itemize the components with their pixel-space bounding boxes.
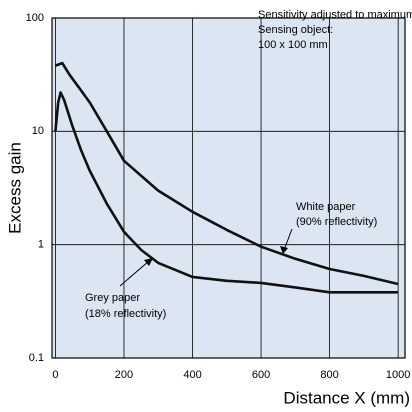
series-sublabel: (90% reflectivity) [296,216,377,228]
x-tick-label: 600 [252,369,270,381]
x-tick-label: 1000 [386,369,410,381]
series-label: Grey paper [85,292,140,304]
x-tick-label: 400 [183,369,201,381]
arrow [283,228,293,251]
line [54,91,399,294]
plot-area [51,17,406,359]
series-sublabel: (18% reflectivity) [85,308,166,320]
line [54,61,399,286]
x-tick-label: 800 [320,369,338,381]
y-tick-label: 0.1 [29,352,44,364]
y-tick-label: 100 [26,12,44,24]
annotation: Sensitivity adjusted to maximum [258,9,412,21]
arrow [119,260,150,287]
x-tick-label: 0 [52,369,58,381]
annotation: Sensing object: [258,24,333,36]
series-label: White paper [296,201,356,213]
x-axis-title: Distance X (mm) [283,388,410,407]
x-tick-label: 200 [115,369,133,381]
y-tick-label: 1 [38,239,44,251]
annotation: 100 x 100 mm [258,39,328,51]
y-tick-label: 10 [32,125,44,137]
y-axis-title: Excess gain [5,142,24,234]
arrowhead [280,246,288,254]
arrowhead [144,258,153,266]
